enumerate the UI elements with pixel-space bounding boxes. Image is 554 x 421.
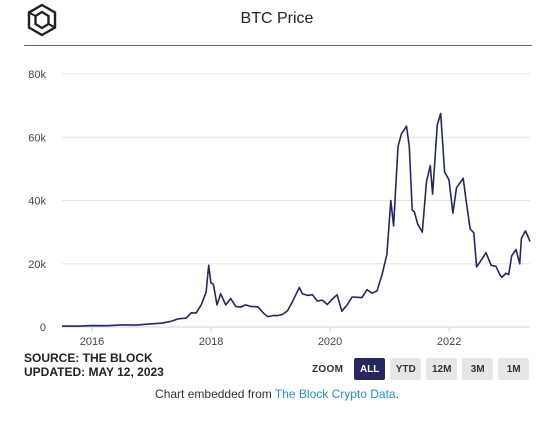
x-tick-label: 2018: [199, 336, 223, 348]
x-tick-label: 2016: [80, 336, 104, 348]
footer-suffix: .: [395, 387, 399, 401]
y-tick-label: 60k: [28, 132, 46, 144]
zoom-3m-button[interactable]: 3M: [462, 358, 494, 380]
series-line-btc-price: [61, 112, 531, 327]
source-note: SOURCE: THE BLOCK UPDATED: MAY 12, 2023: [24, 351, 164, 379]
x-tick-label: 2020: [318, 336, 342, 348]
y-axis-ticks: 0 20k 40k 60k 80k: [28, 69, 46, 334]
updated-line: UPDATED: MAY 12, 2023: [24, 365, 164, 379]
zoom-label: ZOOM: [312, 363, 344, 375]
the-block-data-link[interactable]: The Block Crypto Data: [274, 387, 396, 401]
zoom-controls: ZOOM ALL YTD 12M 3M 1M: [312, 358, 530, 380]
y-tick-label: 80k: [28, 69, 46, 81]
y-tick-label: 40k: [28, 196, 46, 208]
embed-footer: Chart embedded from The Block Crypto Dat…: [0, 387, 554, 401]
zoom-all-button[interactable]: ALL: [354, 358, 386, 380]
zoom-1m-button[interactable]: 1M: [498, 358, 530, 380]
y-tick-label: 20k: [28, 259, 46, 271]
x-axis-ticks: 2016 2018 2020 2022: [80, 327, 461, 348]
x-tick-label: 2022: [437, 336, 461, 348]
source-line: SOURCE: THE BLOCK: [24, 351, 153, 365]
y-tick-label: 0: [40, 322, 46, 334]
gridlines: [62, 73, 530, 265]
zoom-12m-button[interactable]: 12M: [426, 358, 458, 380]
footer-prefix: Chart embedded from: [155, 387, 275, 401]
cube-logo-icon[interactable]: [24, 2, 60, 38]
btc-price-chart[interactable]: 0 20k 40k 60k 80k 2016 2018 2020 2022: [0, 50, 554, 350]
header-divider: [24, 45, 532, 46]
chart-title: BTC Price: [240, 10, 314, 27]
zoom-ytd-button[interactable]: YTD: [390, 358, 422, 380]
